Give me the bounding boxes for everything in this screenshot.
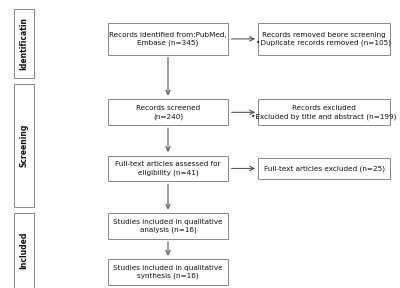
Text: Studies included in qualitative
synthesis (n=16): Studies included in qualitative synthesi… — [113, 265, 223, 279]
Text: Records excluded
•Excluded by title and abstract (n=199): Records excluded •Excluded by title and … — [251, 105, 397, 120]
Text: Records screened
(n=240): Records screened (n=240) — [136, 105, 200, 120]
Text: Records removed beore screening
•Duplicate records removed (n=105): Records removed beore screening •Duplica… — [256, 32, 392, 46]
FancyBboxPatch shape — [108, 213, 228, 239]
FancyBboxPatch shape — [108, 259, 228, 285]
Text: Included: Included — [20, 232, 28, 269]
FancyBboxPatch shape — [14, 9, 34, 78]
Text: Full-text articles excluded (n=25): Full-text articles excluded (n=25) — [264, 165, 384, 172]
Text: Full-text articles assessed for
eligibility (n=41): Full-text articles assessed for eligibil… — [115, 161, 221, 176]
Text: Identificatin: Identificatin — [20, 17, 28, 70]
FancyBboxPatch shape — [108, 156, 228, 181]
FancyBboxPatch shape — [108, 23, 228, 55]
FancyBboxPatch shape — [258, 99, 390, 125]
FancyBboxPatch shape — [258, 158, 390, 179]
FancyBboxPatch shape — [14, 84, 34, 207]
Text: Studies included in qualitative
analysis (n=16): Studies included in qualitative analysis… — [113, 219, 223, 233]
FancyBboxPatch shape — [258, 23, 390, 55]
Text: Screening: Screening — [20, 124, 28, 167]
Text: Records identified from:PubMed,
Embase (n=345): Records identified from:PubMed, Embase (… — [109, 32, 227, 46]
FancyBboxPatch shape — [14, 213, 34, 288]
FancyBboxPatch shape — [108, 99, 228, 125]
